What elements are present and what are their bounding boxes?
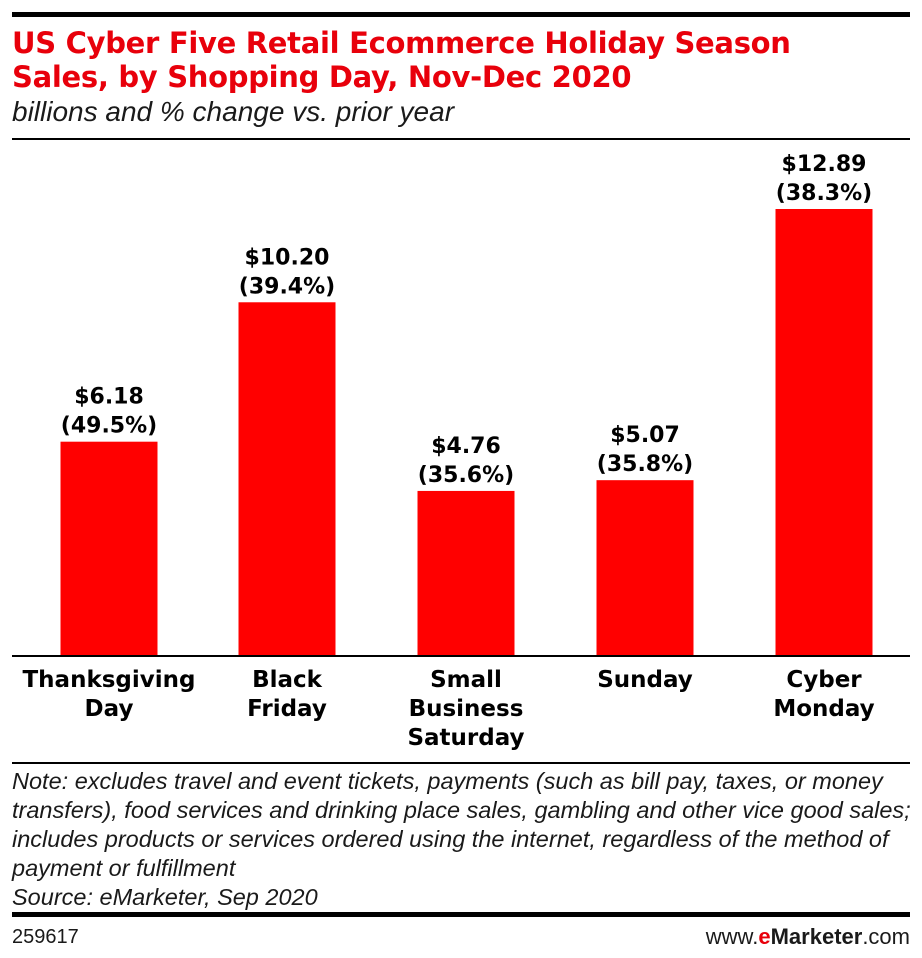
bar-4 <box>775 209 873 656</box>
category-label-4-1: Monday <box>773 696 874 722</box>
category-label-2-1: Business <box>409 696 524 722</box>
brand-e: e <box>758 924 771 949</box>
bar-0 <box>60 441 158 656</box>
change-label-1: (39.4%) <box>239 274 335 299</box>
value-label-4: $12.89 <box>782 152 867 177</box>
category-label-1-1: Friday <box>247 696 327 722</box>
bars-group <box>60 209 873 656</box>
bar-1 <box>238 302 336 656</box>
bar-2 <box>417 490 515 656</box>
change-label-3: (35.8%) <box>597 452 693 477</box>
change-label-2: (35.6%) <box>418 463 514 488</box>
category-label-3-0: Sunday <box>597 667 693 693</box>
chart-note: Note: excludes travel and event tickets,… <box>12 767 912 912</box>
category-label-1-0: Black <box>252 667 323 693</box>
brand-name: Marketer <box>770 924 863 949</box>
source-text: Source: eMarketer, Sep 2020 <box>12 884 318 910</box>
category-label-4-0: Cyber <box>786 667 862 693</box>
value-label-2: $4.76 <box>431 434 501 459</box>
subtitle-rule <box>12 138 910 140</box>
category-label-2-2: Saturday <box>407 725 524 751</box>
value-label-0: $6.18 <box>74 385 144 410</box>
category-label-0-0: Thanksgiving <box>22 667 195 693</box>
brand-suffix: .com <box>862 924 910 949</box>
top-rule <box>12 12 910 17</box>
note-rule <box>12 762 910 764</box>
brand-prefix: www. <box>705 924 759 949</box>
chart-subtitle: billions and % change vs. prior year <box>12 96 455 127</box>
bar-3 <box>596 480 694 656</box>
chart-id: 259617 <box>12 926 79 948</box>
bottom-rule <box>12 912 910 917</box>
category-label-2-0: Small <box>430 667 502 693</box>
chart-title: US Cyber Five Retail Ecommerce Holiday S… <box>12 26 791 94</box>
change-label-4: (38.3%) <box>776 181 872 206</box>
brand-link[interactable]: www.eMarketer.com <box>706 924 910 950</box>
category-labels-group: Thanksgiving Day Black Friday Small Business S… <box>22 667 874 751</box>
value-label-3: $5.07 <box>610 423 680 448</box>
value-label-1: $10.20 <box>245 245 330 270</box>
value-labels-group: $6.18 (49.5%) $10.20 (39.4%) $4.76 (35.6%) $5.… <box>61 152 872 488</box>
bar-chart: $6.18 (49.5%) $10.20 (39.4%) $4.76 (35.6%) $5.… <box>12 152 910 751</box>
note-text: Note: excludes travel and event tickets,… <box>12 768 911 881</box>
category-label-0-1: Day <box>85 696 134 722</box>
change-label-0: (49.5%) <box>61 414 157 439</box>
